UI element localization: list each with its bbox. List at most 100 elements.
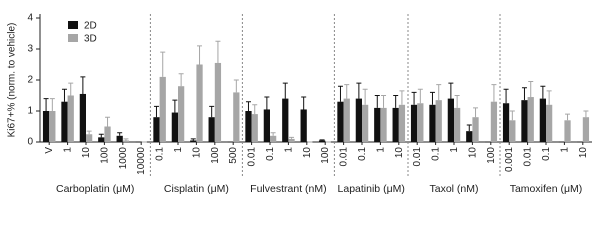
x-tick-label: 10: [81, 147, 92, 159]
group-label: Carboplatin (μM): [56, 183, 134, 195]
bar: [380, 107, 387, 142]
bar: [104, 126, 111, 142]
group-label: Taxol (nM): [429, 183, 478, 195]
error-bar: [583, 110, 589, 118]
error-bar: [282, 82, 288, 99]
error-bar: [172, 99, 178, 113]
x-tick-label: 0.1: [431, 147, 442, 161]
error-bar: [466, 124, 472, 132]
bar: [196, 64, 203, 142]
legend-swatch: [68, 34, 78, 42]
bar: [509, 120, 516, 142]
bar: [466, 131, 473, 142]
error-bar: [209, 105, 215, 118]
x-tick-label: 500: [228, 147, 239, 164]
error-bar: [61, 88, 67, 102]
error-bar: [49, 98, 55, 111]
bar: [79, 93, 86, 142]
bar: [410, 104, 418, 142]
x-tick-label: 10000: [136, 147, 147, 175]
bar: [398, 104, 406, 142]
bar: [122, 140, 130, 142]
error-bar: [362, 88, 368, 105]
group-label: Cisplatin (μM): [164, 183, 229, 195]
error-bar: [344, 84, 350, 99]
error-bar: [540, 85, 546, 99]
bar: [582, 117, 590, 142]
error-bar: [448, 82, 454, 99]
error-bar: [528, 81, 534, 98]
x-tick-label: 1: [283, 147, 294, 153]
error-bar: [546, 90, 552, 105]
y-axis-label: Ki67+% (norm. to vehicle): [7, 23, 18, 138]
bar: [454, 107, 461, 142]
error-bar: [178, 73, 184, 87]
x-tick-label: 0.01: [247, 147, 258, 167]
bar: [417, 103, 424, 142]
bar: [233, 92, 240, 142]
y-tick-label: 0: [27, 137, 33, 148]
x-tick-label: V: [44, 147, 55, 154]
bar: [337, 101, 344, 142]
error-bar: [301, 96, 307, 110]
bar: [435, 100, 442, 142]
y-tick-label: 1: [27, 106, 33, 117]
bar: [539, 98, 546, 142]
bar: [343, 98, 350, 142]
bar: [49, 111, 56, 142]
bar: [42, 111, 50, 142]
error-bar: [270, 132, 276, 136]
x-tick-label: 10: [302, 147, 313, 159]
bar: [447, 98, 454, 142]
bar: [208, 117, 215, 142]
x-tick-label: 100: [486, 147, 497, 164]
group-label: Lapatinib (μM): [338, 183, 405, 195]
group-label: Tamoxifen (μM): [510, 183, 583, 195]
error-bar: [393, 95, 399, 108]
error-bar: [399, 90, 405, 105]
error-bar: [98, 133, 104, 138]
x-tick-label: 0.1: [357, 147, 368, 161]
bar: [318, 140, 326, 142]
bar: [521, 100, 528, 142]
x-tick-label: 10: [394, 147, 405, 159]
bar: [98, 137, 105, 142]
x-tick-label: 0.1: [541, 147, 552, 161]
y-tick-label: 3: [27, 44, 33, 55]
bar: [245, 111, 252, 142]
x-tick-label: 1: [173, 147, 184, 153]
bar: [270, 135, 277, 142]
bar: [490, 101, 498, 142]
error-bar: [153, 105, 159, 118]
bar: [178, 86, 185, 142]
bar: [159, 76, 166, 142]
y-tick-label: 2: [27, 75, 33, 86]
error-bar: [43, 98, 49, 111]
x-tick-label: 1: [559, 147, 570, 153]
x-tick-label: 10: [467, 147, 478, 159]
x-tick-label: 10: [191, 147, 202, 159]
error-bar: [473, 107, 479, 118]
error-bar: [289, 136, 295, 139]
error-bar: [436, 84, 442, 101]
bar: [171, 112, 178, 142]
bar: [362, 104, 369, 142]
x-tick-label: 0.01: [523, 147, 534, 167]
bar: [214, 62, 222, 143]
bar: [263, 109, 270, 142]
bar: [282, 98, 289, 142]
bar: [153, 117, 160, 142]
bar: [61, 101, 68, 142]
error-bar: [503, 88, 509, 104]
y-tick-label: 4: [27, 13, 33, 24]
error-bar: [356, 82, 362, 99]
error-bar: [319, 139, 325, 141]
bar: [190, 140, 197, 142]
bar: [355, 98, 362, 142]
error-bar: [215, 40, 221, 63]
error-bar: [160, 51, 166, 77]
bar: [374, 107, 381, 142]
bar: [564, 120, 571, 142]
error-bar: [264, 96, 270, 110]
